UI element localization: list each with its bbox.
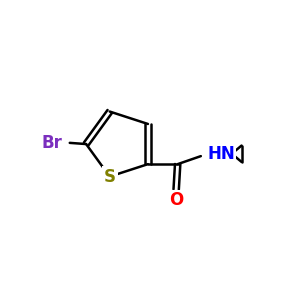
- Text: O: O: [169, 191, 183, 209]
- Text: S: S: [104, 168, 116, 186]
- Text: HN: HN: [207, 145, 235, 163]
- Text: Br: Br: [41, 134, 62, 152]
